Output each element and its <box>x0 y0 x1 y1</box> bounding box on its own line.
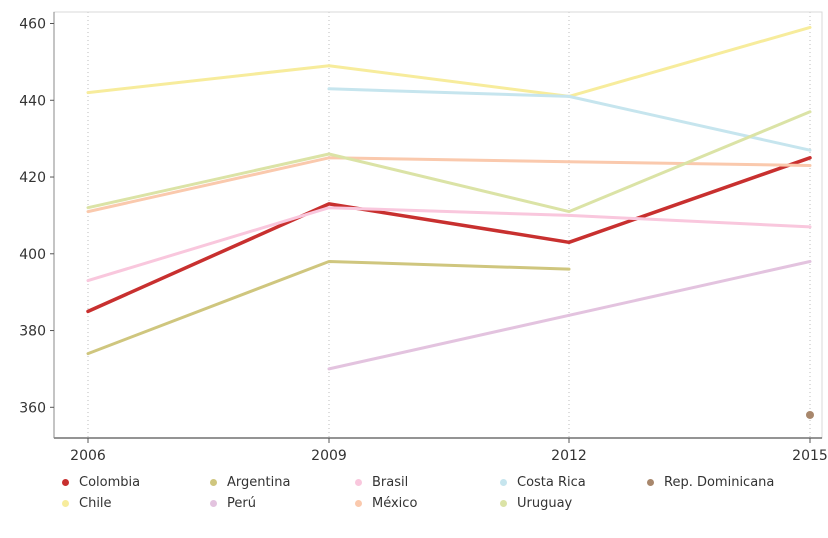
legend-swatch <box>62 479 69 486</box>
legend-item-colombia: Colombia <box>62 472 210 493</box>
legend-item-argentina: Argentina <box>210 472 355 493</box>
legend-swatch <box>647 479 654 486</box>
series-line-per <box>327 260 812 371</box>
legend-swatch <box>500 479 507 486</box>
legend-label: Colombia <box>79 475 141 490</box>
legend-item-m-xico: México <box>355 493 500 514</box>
legend-item-costa-rica: Costa Rica <box>500 472 647 493</box>
line-chart: 2006 2009 2012 2015 360 380 400 420 440 460 <box>19 11 828 464</box>
series-line-chile <box>86 25 812 98</box>
legend-swatch <box>210 479 217 486</box>
series-line-costa-rica <box>327 87 812 152</box>
legend-item-rep-dominicana: Rep. Dominicana <box>647 472 822 493</box>
y-tick-label: 460 <box>19 17 46 33</box>
x-tick-label: 2015 <box>792 448 828 464</box>
series-lines <box>86 25 814 419</box>
legend-label: Chile <box>79 496 112 511</box>
series-line-colombia <box>86 156 812 314</box>
legend-item-brasil: Brasil <box>355 472 500 493</box>
legend: Colombia Argentina Brasil Costa Rica Rep. Do… <box>62 472 822 532</box>
legend-item-per: Perú <box>210 493 355 514</box>
series-line-m-xico <box>86 156 812 214</box>
series-line-uruguay <box>86 110 812 214</box>
legend-label: México <box>372 496 418 511</box>
y-tick-label: 360 <box>19 400 46 416</box>
legend-swatch <box>500 500 507 507</box>
legend-item-chile: Chile <box>62 493 210 514</box>
legend-label: Argentina <box>227 475 291 490</box>
legend-swatch <box>210 500 217 507</box>
y-tick-label: 380 <box>19 324 46 340</box>
y-tick-label: 440 <box>19 93 46 109</box>
tick-labels: 2006 2009 2012 2015 360 380 400 420 440 460 <box>19 17 828 464</box>
legend-label: Brasil <box>372 475 409 490</box>
y-tick-label: 400 <box>19 247 46 263</box>
plot-frame <box>53 11 823 439</box>
axes <box>50 11 823 443</box>
series-point-rep-dominicana <box>806 410 814 419</box>
x-tick-label: 2009 <box>311 448 347 464</box>
grid <box>87 12 811 438</box>
legend-swatch <box>355 479 362 486</box>
legend-label: Perú <box>227 496 256 511</box>
x-tick-label: 2006 <box>70 448 106 464</box>
legend-label: Uruguay <box>517 496 573 511</box>
legend-label: Costa Rica <box>517 475 586 490</box>
legend-item-uruguay: Uruguay <box>500 493 647 514</box>
x-tick-label: 2012 <box>551 448 587 464</box>
legend-swatch <box>62 500 69 507</box>
legend-swatch <box>355 500 362 507</box>
legend-label: Rep. Dominicana <box>664 475 775 490</box>
series-line-argentina <box>86 260 571 356</box>
series-line-brasil <box>86 206 812 283</box>
y-tick-label: 420 <box>19 170 46 186</box>
